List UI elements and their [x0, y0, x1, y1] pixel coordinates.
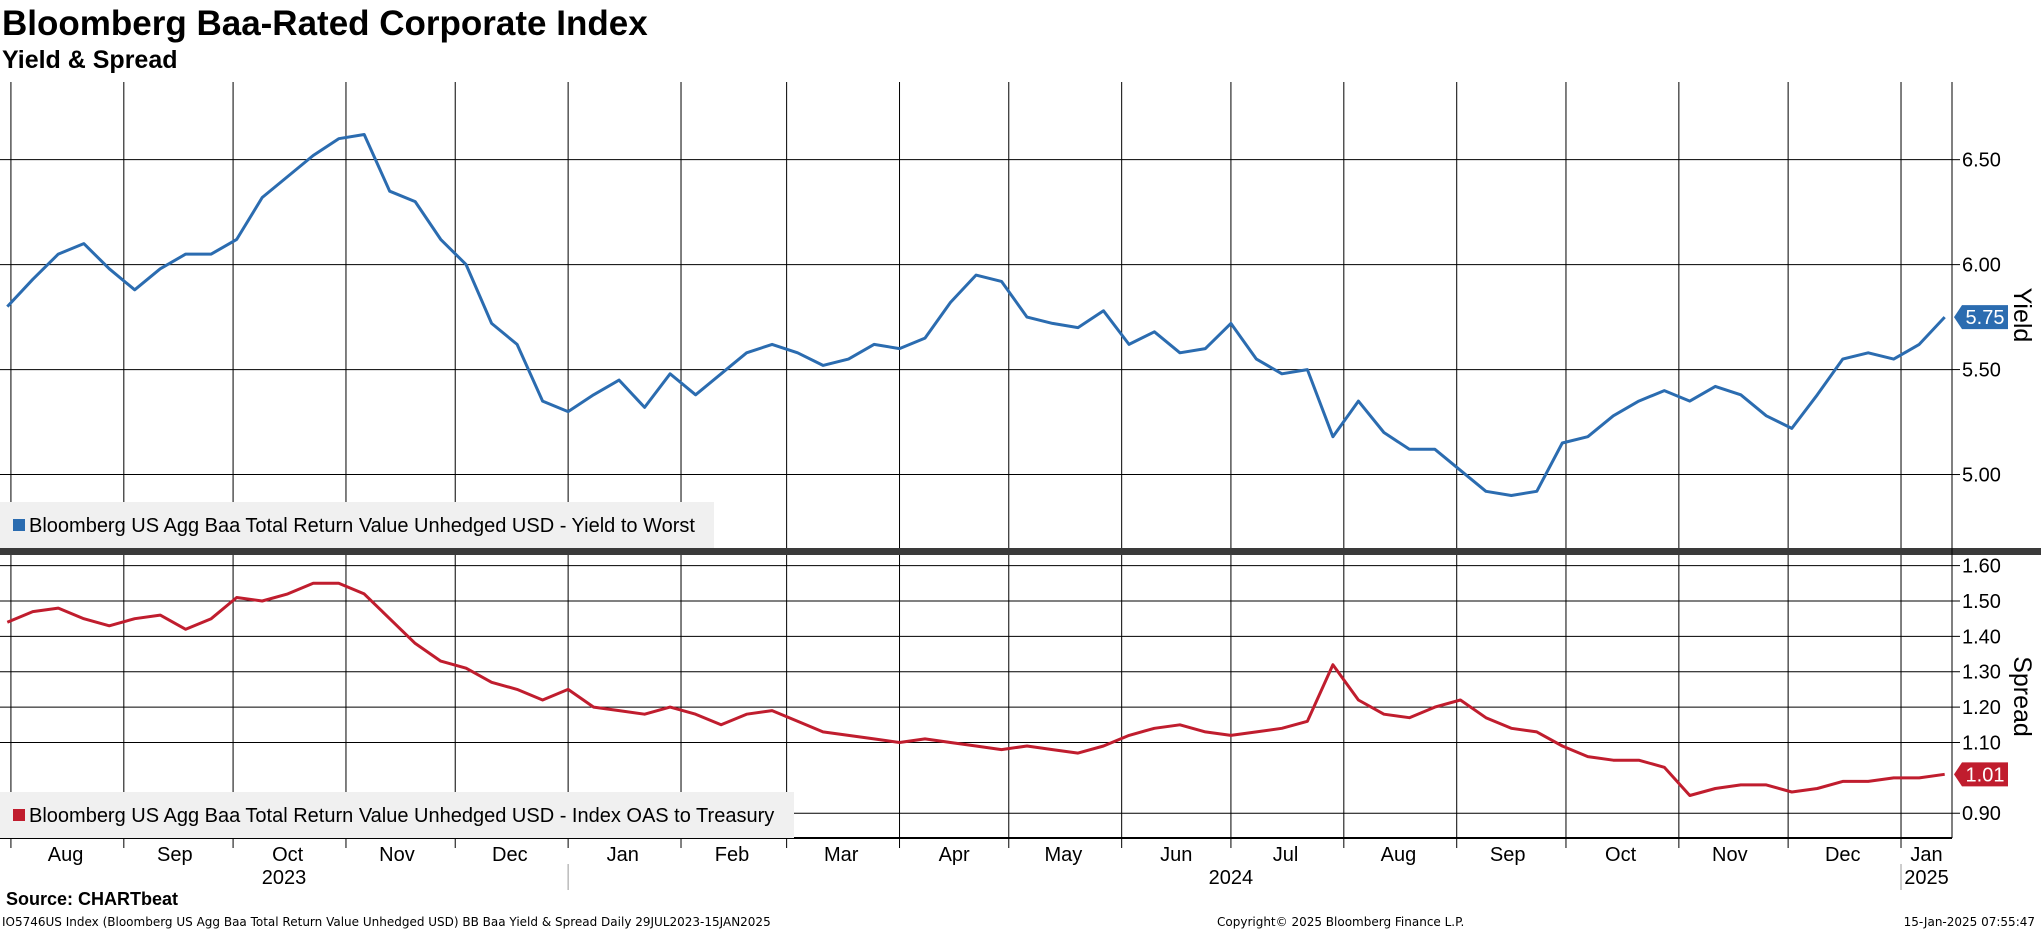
copyright-notice: Copyright© 2025 Bloomberg Finance L.P. [1217, 915, 1465, 929]
x-year-label: 2023 [262, 867, 307, 889]
x-month-label: Jun [1160, 844, 1192, 866]
yield-ytick-label: 6.00 [1962, 255, 2001, 277]
x-month-label: Oct [1605, 844, 1637, 866]
spread-ytick-label: 1.30 [1962, 662, 2001, 684]
x-month-label: Apr [939, 844, 970, 866]
x-year-label: 2024 [1209, 867, 1254, 889]
x-month-label: Nov [379, 844, 415, 866]
x-month-label: Nov [1712, 844, 1748, 866]
yield-legend-swatch [13, 519, 25, 531]
yield-ytick-label: 5.50 [1962, 360, 2001, 382]
legends: Bloomberg US Agg Baa Total Return Value … [0, 502, 794, 838]
x-month-label: Oct [272, 844, 304, 866]
chart-subtitle: Yield & Spread [2, 46, 178, 74]
yield-series [6, 133, 1946, 497]
spread-legend-swatch [13, 809, 25, 821]
spread-last-value-label: 1.01 [1966, 764, 2005, 786]
spread-ytick-label: 1.60 [1962, 556, 2001, 578]
panel-separator [0, 548, 2041, 555]
x-month-label: Sep [157, 844, 193, 866]
x-month-label: Feb [715, 844, 749, 866]
timestamp: 15-Jan-2025 07:55:47 [1903, 915, 2035, 929]
spread-ytick-label: 0.90 [1962, 803, 2001, 825]
x-month-label: Jul [1273, 844, 1299, 866]
x-month-label: Dec [492, 844, 528, 866]
yield-line [6, 133, 1946, 497]
yield-legend-box [0, 502, 714, 548]
panel-frame [0, 82, 2041, 839]
axes-labels: 5.00 5.50 6.00 6.50 Yield 0.90 1.10 1.20 1.30 1.4… [10, 150, 2036, 890]
yield-ytick-label: 6.50 [1962, 150, 2001, 172]
x-month-label: Aug [1381, 844, 1417, 866]
x-month-label: Aug [48, 844, 84, 866]
source-note: Source: CHARTbeat [6, 889, 179, 909]
spread-series [6, 581, 1945, 797]
yield-axis-label: Yield [2008, 288, 2036, 343]
spread-axis-label: Spread [2008, 656, 2036, 737]
x-month-label: Sep [1490, 844, 1526, 866]
x-year-label: 2025 [1904, 867, 1949, 889]
index-description: IO5746US Index (Bloomberg US Agg Baa Tot… [2, 915, 771, 929]
spread-ytick-label: 1.10 [1962, 732, 2001, 754]
spread-legend-label: Bloomberg US Agg Baa Total Return Value … [29, 805, 774, 827]
yield-last-value-badge [1954, 305, 2008, 330]
spread-line [6, 581, 1945, 797]
top-panel-grid [0, 82, 1952, 548]
x-month-label: Jan [607, 844, 639, 866]
x-month-label: Jan [1910, 844, 1942, 866]
x-month-label: Mar [824, 844, 859, 866]
yield-legend-label: Bloomberg US Agg Baa Total Return Value … [29, 515, 695, 537]
spread-ytick-label: 1.40 [1962, 626, 2001, 648]
x-month-label: Dec [1825, 844, 1861, 866]
yield-last-value-label: 5.75 [1966, 307, 2005, 329]
chart-title: Bloomberg Baa-Rated Corporate Index [2, 4, 648, 43]
spread-ytick-label: 1.20 [1962, 697, 2001, 719]
x-month-label: May [1045, 844, 1083, 866]
spread-last-value-badge [1954, 762, 2008, 787]
spread-legend-box [0, 792, 794, 838]
yield-ytick-label: 5.00 [1962, 465, 2001, 487]
spread-ytick-label: 1.50 [1962, 591, 2001, 613]
